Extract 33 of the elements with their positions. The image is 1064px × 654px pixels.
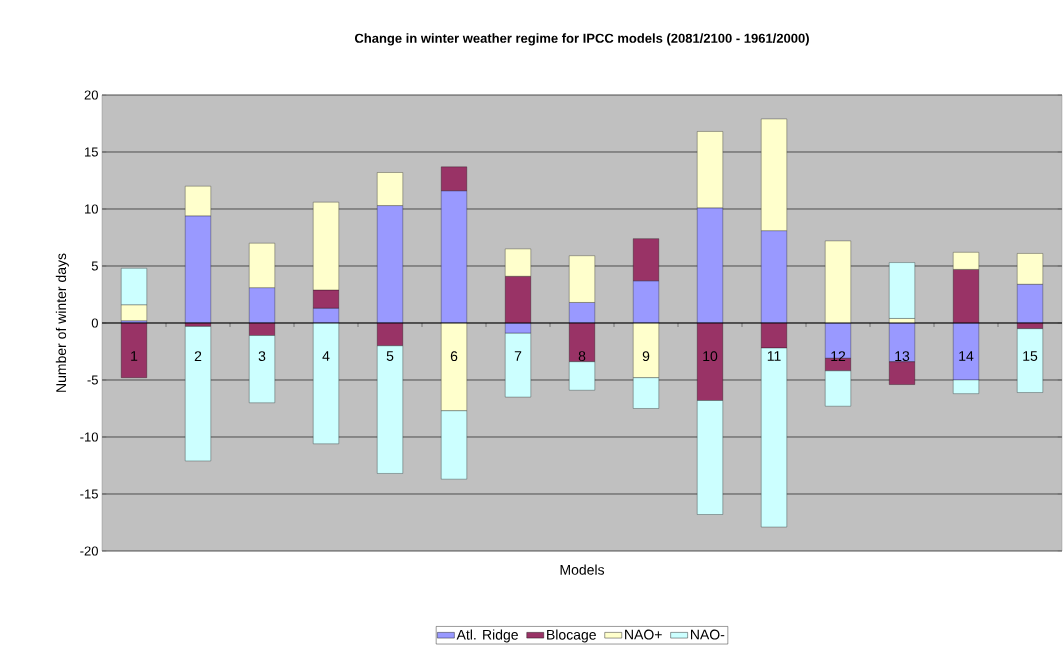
y-tick-label: 20 <box>84 90 98 100</box>
x-tick-label: 6 <box>450 351 458 362</box>
bar <box>1017 328 1043 393</box>
legend-label: NAO- <box>691 629 725 640</box>
x-tick-label: 4 <box>322 351 330 361</box>
bar <box>185 326 211 462</box>
y-tick-label: 5 <box>91 261 98 271</box>
bar <box>889 262 915 319</box>
y-tick-label: -15 <box>80 489 98 499</box>
x-tick-label: 2 <box>194 351 202 361</box>
x-tick-label: 1 <box>131 351 138 361</box>
x-axis-title: Models <box>560 564 605 575</box>
legend-label: NAO+ <box>625 629 662 640</box>
x-tick-label: 7 <box>514 351 522 361</box>
legend-label: Blocage <box>547 629 596 643</box>
y-tick-label: 10 <box>85 204 98 214</box>
x-tick-label: 14 <box>959 351 974 361</box>
x-tick-label: 3 <box>258 351 266 362</box>
y-tick-label: -5 <box>87 375 98 385</box>
x-tick-label: 5 <box>386 351 394 361</box>
x-tick-label: 11 <box>767 351 781 361</box>
y-tick-label: 0 <box>91 318 98 328</box>
y-axis-title: Number of winter days <box>55 253 69 392</box>
legend-label: Atl. Ridge <box>456 629 518 643</box>
chart-title: Change in winter weather regime for IPCC models (2081/2100 - 1961/2000) <box>354 33 809 46</box>
y-tick-label: -10 <box>80 432 98 442</box>
x-tick-label: 9 <box>642 351 650 362</box>
x-tick-label: 10 <box>703 351 718 362</box>
x-tick-label: 13 <box>895 351 910 362</box>
x-tick-label: 8 <box>578 351 586 362</box>
x-tick-label: 15 <box>1023 351 1038 361</box>
y-tick-label: -20 <box>80 546 98 556</box>
y-tick-label: 15 <box>85 147 98 157</box>
